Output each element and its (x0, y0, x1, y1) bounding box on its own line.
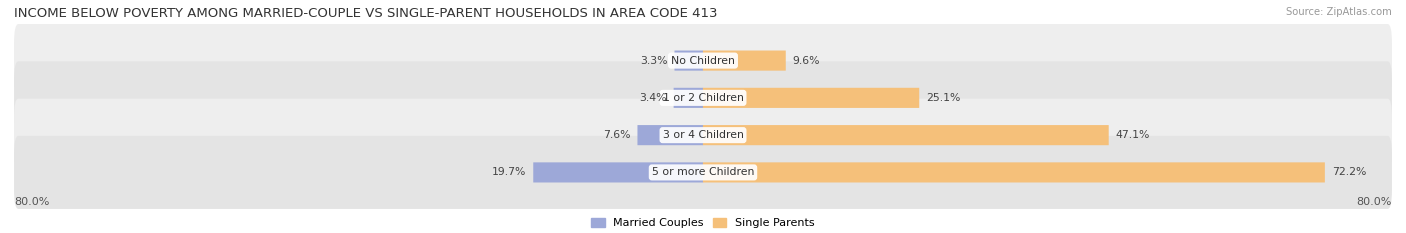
FancyBboxPatch shape (675, 51, 703, 71)
FancyBboxPatch shape (703, 162, 1324, 182)
Text: 80.0%: 80.0% (14, 197, 49, 207)
Text: 7.6%: 7.6% (603, 130, 631, 140)
Text: 3 or 4 Children: 3 or 4 Children (662, 130, 744, 140)
FancyBboxPatch shape (14, 61, 1392, 134)
FancyBboxPatch shape (533, 162, 703, 182)
FancyBboxPatch shape (14, 99, 1392, 172)
Text: 1 or 2 Children: 1 or 2 Children (662, 93, 744, 103)
FancyBboxPatch shape (14, 136, 1392, 209)
Text: 5 or more Children: 5 or more Children (652, 168, 754, 177)
FancyBboxPatch shape (14, 24, 1392, 97)
Text: 19.7%: 19.7% (492, 168, 526, 177)
Text: 72.2%: 72.2% (1331, 168, 1367, 177)
FancyBboxPatch shape (673, 88, 703, 108)
FancyBboxPatch shape (703, 125, 1109, 145)
Text: INCOME BELOW POVERTY AMONG MARRIED-COUPLE VS SINGLE-PARENT HOUSEHOLDS IN AREA CO: INCOME BELOW POVERTY AMONG MARRIED-COUPL… (14, 7, 717, 20)
Text: Source: ZipAtlas.com: Source: ZipAtlas.com (1286, 7, 1392, 17)
Text: 25.1%: 25.1% (927, 93, 960, 103)
Text: 80.0%: 80.0% (1357, 197, 1392, 207)
FancyBboxPatch shape (703, 51, 786, 71)
FancyBboxPatch shape (637, 125, 703, 145)
Text: 47.1%: 47.1% (1115, 130, 1150, 140)
Text: 9.6%: 9.6% (793, 56, 820, 65)
Text: 3.4%: 3.4% (640, 93, 666, 103)
Text: No Children: No Children (671, 56, 735, 65)
Legend: Married Couples, Single Parents: Married Couples, Single Parents (588, 215, 818, 232)
FancyBboxPatch shape (703, 88, 920, 108)
Text: 3.3%: 3.3% (640, 56, 668, 65)
